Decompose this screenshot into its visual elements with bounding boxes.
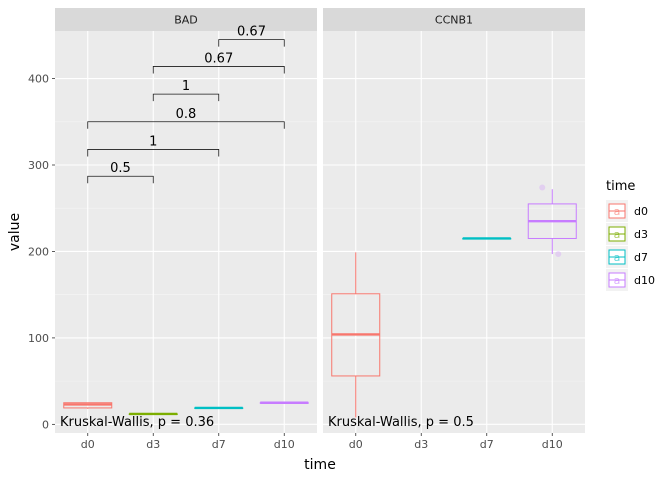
x-tick-label: d10: [274, 438, 295, 451]
legend-entry-label: d10: [634, 274, 655, 287]
legend-key-glyph: a: [614, 205, 621, 218]
comparison-bracket-d0-d7: [87, 149, 220, 157]
x-tick-label: d7: [212, 438, 226, 451]
legend-key-glyph: a: [614, 251, 621, 264]
legend-key-glyph: a: [614, 274, 621, 287]
y-tick-label: 300: [28, 159, 49, 172]
x-tick-label: d7: [480, 438, 494, 451]
outlier-point-d10: [539, 184, 546, 191]
facet-label: BAD: [174, 14, 198, 27]
x-tick-label: d0: [349, 438, 363, 451]
comparison-bracket-d3-d7: [152, 93, 220, 102]
y-tick-label: 200: [28, 245, 49, 258]
facet-label: CCNB1: [435, 14, 473, 27]
legend-title: time: [606, 179, 635, 194]
panel-background-BAD: [55, 31, 317, 433]
x-tick-label: d3: [146, 438, 160, 451]
y-tick-label: 400: [28, 73, 49, 86]
comparison-p-value: 1: [149, 134, 157, 149]
kruskal-wallis-label: Kruskal-Wallis, p = 0.5: [328, 415, 474, 430]
comparison-p-value: 0.67: [237, 25, 266, 40]
comparison-bracket-d7-d10: [218, 39, 285, 47]
legend-entry-label: d7: [634, 251, 648, 264]
comparison-p-value: 0.8: [176, 107, 197, 122]
y-tick-label: 100: [28, 332, 49, 345]
outlier-point-d10: [555, 251, 562, 258]
comparison-p-value: 1: [182, 79, 190, 94]
comparison-p-value: 0.5: [110, 161, 131, 176]
x-tick-label: d3: [414, 438, 428, 451]
x-tick-label: d0: [81, 438, 95, 451]
x-axis-title: time: [304, 457, 336, 473]
panel-background-CCNB1: [323, 31, 585, 433]
x-tick-label: d10: [542, 438, 563, 451]
comparison-bracket-d3-d10: [152, 66, 285, 74]
legend-entry-label: d3: [634, 228, 648, 241]
comparison-bracket-d0-d3: [87, 175, 154, 184]
facet-strip-BAD: [55, 8, 317, 31]
legend-entry-label: d0: [634, 205, 648, 218]
comparison-p-value: 0.67: [204, 51, 233, 66]
comparison-bracket-d0-d10: [87, 121, 285, 129]
y-axis-title: value: [7, 213, 23, 251]
legend-key-glyph: a: [614, 228, 621, 241]
y-tick-label: 0: [42, 418, 49, 431]
facet-strip-CCNB1: [323, 8, 585, 31]
kruskal-wallis-label: Kruskal-Wallis, p = 0.36: [60, 415, 214, 430]
